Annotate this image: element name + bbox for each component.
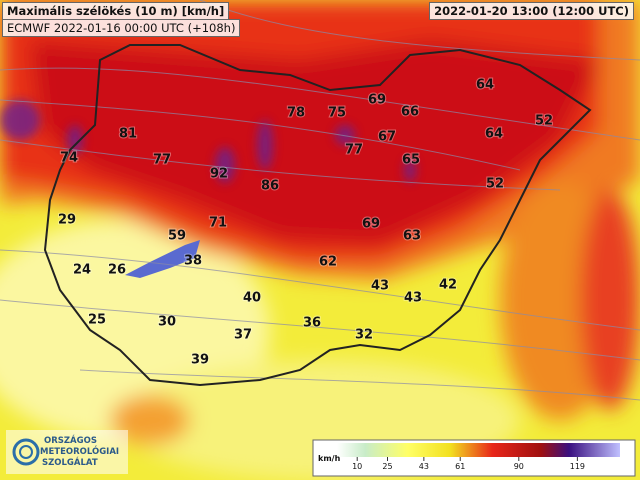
- value-labels: 74 81 77 92 86 78 75 69 66 64 67 77 65 64 52 52 29 71 59 69…: [57, 77, 554, 369]
- value-label: 52: [486, 177, 504, 192]
- value-label: 52: [535, 114, 553, 129]
- legend-tick-label: 119: [570, 462, 585, 471]
- value-label: 26: [108, 263, 126, 278]
- value-label: 92: [210, 167, 228, 182]
- value-label: 39: [191, 353, 209, 368]
- legend-tick-label: 90: [514, 462, 524, 471]
- value-label: 86: [261, 179, 279, 194]
- streamlines: [0, 0, 640, 401]
- logo-text: SZOLGÁLAT: [42, 456, 98, 468]
- country-border: [43, 44, 592, 387]
- value-label: 63: [403, 229, 421, 244]
- value-label: 30: [158, 315, 176, 330]
- value-label: 43: [371, 279, 389, 294]
- title: Maximális szélökés (10 m) [km/h]: [2, 2, 230, 20]
- legend-unit: km/h: [318, 454, 341, 463]
- logo-text: ORSZÁGOS: [44, 434, 97, 446]
- value-label: 69: [362, 217, 380, 232]
- logo: ORSZÁGOS METEOROLÓGIAI SZOLGÁLAT: [6, 430, 128, 474]
- value-label: 64: [476, 78, 494, 93]
- value-label: 81: [119, 127, 137, 142]
- value-label: 77: [153, 153, 171, 168]
- value-label: 37: [234, 328, 252, 343]
- legend-tick-label: 10: [352, 462, 362, 471]
- value-label: 59: [168, 229, 186, 244]
- value-label: 64: [485, 127, 503, 142]
- value-label: 71: [209, 216, 227, 231]
- legend: km/h 10 25 43 61 90 119: [312, 439, 636, 477]
- value-label: 43: [404, 291, 422, 306]
- subtitle: ECMWF 2022-01-16 00:00 UTC (+108h): [2, 19, 241, 37]
- value-label: 74: [60, 151, 78, 166]
- logo-text: METEOROLÓGIAI: [40, 445, 119, 457]
- value-label: 66: [401, 105, 419, 120]
- value-label: 65: [402, 153, 420, 168]
- value-label: 32: [355, 328, 373, 343]
- legend-tick-label: 61: [455, 462, 465, 471]
- legend-tick-label: 25: [382, 462, 392, 471]
- value-label: 38: [184, 254, 202, 269]
- legend-tick-label: 43: [419, 462, 429, 471]
- value-label: 29: [58, 213, 76, 228]
- value-label: 25: [88, 313, 106, 328]
- value-label: 62: [319, 255, 337, 270]
- valid-time: 2022-01-20 13:00 (12:00 UTC): [429, 2, 634, 20]
- value-label: 67: [378, 130, 396, 145]
- value-label: 42: [439, 278, 457, 293]
- value-label: 36: [303, 316, 321, 331]
- value-label: 40: [243, 291, 261, 306]
- value-label: 24: [73, 263, 91, 278]
- value-label: 75: [328, 106, 346, 121]
- value-label: 77: [345, 143, 363, 158]
- value-label: 69: [368, 93, 386, 108]
- color-bar: [337, 443, 620, 457]
- value-label: 78: [287, 106, 305, 121]
